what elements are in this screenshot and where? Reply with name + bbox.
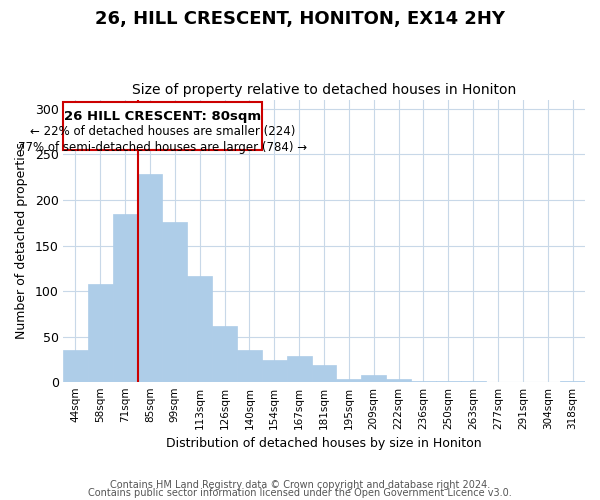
Text: Contains public sector information licensed under the Open Government Licence v3: Contains public sector information licen…: [88, 488, 512, 498]
Bar: [237, 350, 262, 382]
Text: 26 HILL CRESCENT: 80sqm: 26 HILL CRESCENT: 80sqm: [64, 110, 261, 122]
Bar: [386, 378, 411, 382]
Bar: [88, 284, 113, 382]
Text: 77% of semi-detached houses are larger (784) →: 77% of semi-detached houses are larger (…: [18, 140, 307, 153]
Bar: [212, 326, 237, 382]
Bar: [411, 380, 436, 382]
Bar: [311, 365, 337, 382]
Bar: [63, 350, 88, 382]
Bar: [361, 375, 386, 382]
Bar: [187, 276, 212, 382]
Bar: [560, 380, 585, 382]
Bar: [287, 356, 311, 382]
Text: Contains HM Land Registry data © Crown copyright and database right 2024.: Contains HM Land Registry data © Crown c…: [110, 480, 490, 490]
Text: 26, HILL CRESCENT, HONITON, EX14 2HY: 26, HILL CRESCENT, HONITON, EX14 2HY: [95, 10, 505, 28]
Bar: [163, 222, 187, 382]
Bar: [137, 174, 163, 382]
X-axis label: Distribution of detached houses by size in Honiton: Distribution of detached houses by size …: [166, 437, 482, 450]
Y-axis label: Number of detached properties: Number of detached properties: [15, 142, 28, 340]
Bar: [262, 360, 287, 382]
Bar: [113, 214, 137, 382]
Text: ← 22% of detached houses are smaller (224): ← 22% of detached houses are smaller (22…: [30, 125, 295, 138]
Title: Size of property relative to detached houses in Honiton: Size of property relative to detached ho…: [132, 83, 516, 97]
FancyBboxPatch shape: [63, 102, 262, 150]
Bar: [337, 378, 361, 382]
